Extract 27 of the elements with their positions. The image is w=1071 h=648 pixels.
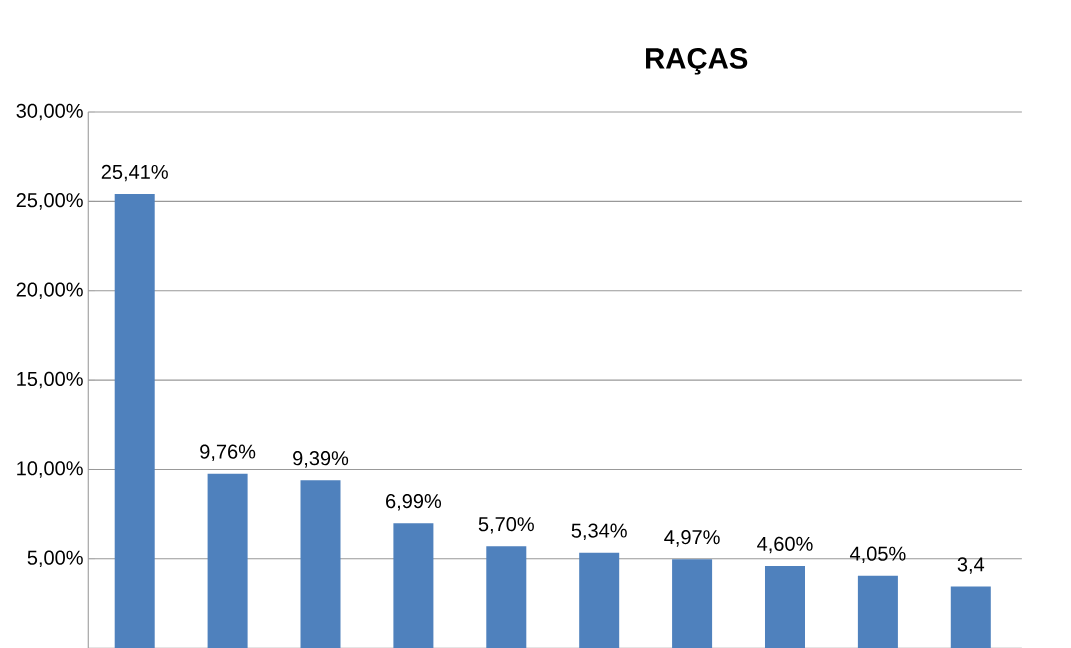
y-tick-label: 15,00%: [17, 371, 83, 389]
data-label: 25,41%: [101, 164, 168, 182]
data-label: 9,39%: [293, 451, 349, 468]
bar: [672, 559, 713, 648]
data-label: 4,60%: [757, 536, 813, 554]
y-tick-label: 25,00%: [16, 193, 83, 210]
data-label: 4,05%: [849, 546, 906, 563]
bar: [764, 565, 805, 648]
bar: [486, 546, 527, 648]
y-tick-label: 10,00%: [17, 461, 83, 478]
data-label: 4,97%: [664, 530, 720, 547]
y-tick-label: 20,00%: [16, 282, 83, 299]
data-label: 9,76%: [200, 444, 256, 461]
y-tick-label: 30,00%: [16, 103, 83, 121]
bar: [857, 575, 898, 648]
data-label: 6,99%: [386, 493, 442, 511]
bar: [950, 586, 991, 648]
bar: [393, 523, 434, 648]
data-label: 5,34%: [571, 523, 627, 540]
y-tick-label: 5,00%: [27, 550, 83, 567]
data-label: 3,4: [957, 557, 985, 574]
bar: [579, 552, 620, 648]
bar: [300, 480, 341, 648]
data-label: 5,70%: [478, 516, 534, 534]
chart-title: RAÇAS: [646, 47, 748, 75]
bar: [114, 193, 155, 648]
bar: [207, 473, 248, 648]
